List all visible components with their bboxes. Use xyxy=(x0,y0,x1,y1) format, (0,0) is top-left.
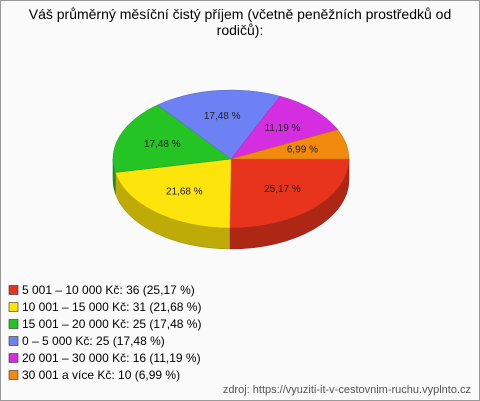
slice xyxy=(230,129,350,160)
legend-swatch xyxy=(8,285,19,295)
slice xyxy=(112,104,232,173)
legend-label: 30 001 a více Kč: 10 (6,99 %) xyxy=(22,368,180,382)
legend-label: 10 001 – 15 000 Kč: 31 (21,68 %) xyxy=(22,300,201,314)
legend-swatch xyxy=(8,370,19,380)
slice xyxy=(114,158,232,229)
source: zdroj: https://vyuziti-it-v-cestovnim-ru… xyxy=(222,384,471,396)
legend-swatch xyxy=(8,302,19,312)
legend-label: 0 – 5 000 Kč: 25 (17,48 %) xyxy=(22,334,165,348)
legend-label: 15 001 – 20 000 Kč: 25 (17,48 %) xyxy=(22,317,201,331)
slice-label: 11,19 % xyxy=(264,123,300,134)
chart-title: Váš průměrný měsíční čistý příjem (včetn… xyxy=(28,6,452,38)
slice xyxy=(230,95,339,160)
legend-swatch xyxy=(8,336,19,346)
legend-label: 20 001 – 30 000 Kč: 16 (11,19 %) xyxy=(22,351,201,365)
slice-label: 21,68 % xyxy=(166,187,203,198)
slice xyxy=(229,158,350,229)
slice-label: 25,17 % xyxy=(264,184,301,195)
slice-label: 6,99 % xyxy=(287,144,318,155)
slice-label: 17,48 % xyxy=(204,111,241,122)
legend-label: 5 001 – 10 000 Kč: 36 (25,17 %) xyxy=(22,283,195,297)
legend-swatch xyxy=(8,319,19,329)
slice-label: 17,48 % xyxy=(144,139,181,150)
legend-swatch xyxy=(8,353,19,363)
slice xyxy=(157,89,281,160)
